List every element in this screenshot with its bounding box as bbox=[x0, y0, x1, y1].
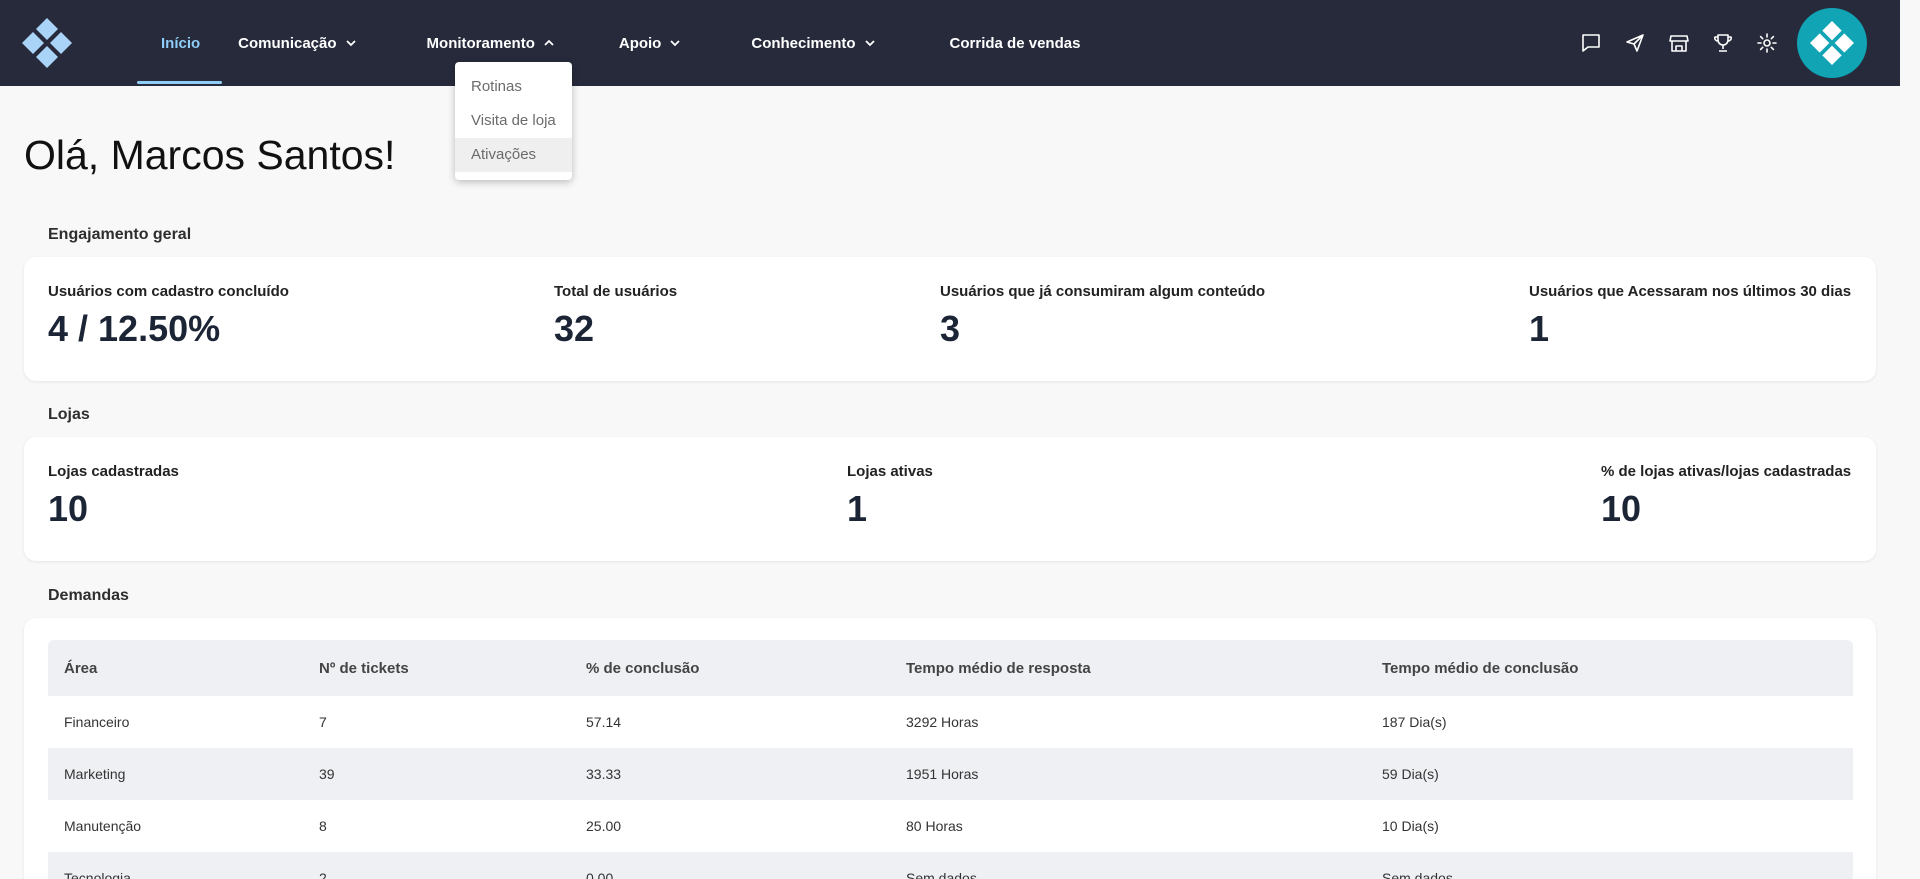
stat-consumiram-conteudo: Usuários que já consumiram algum conteúd… bbox=[940, 283, 1265, 350]
page-title: Olá, Marcos Santos! bbox=[24, 132, 396, 178]
dropdown-item-visita-de-loja[interactable]: Visita de loja bbox=[471, 112, 556, 129]
stat-label: Lojas cadastradas bbox=[48, 463, 179, 480]
stat-label: Total de usuários bbox=[554, 283, 678, 300]
nav-item-label: Corrida de vendas bbox=[949, 34, 1081, 52]
engajamento-card: Usuários com cadastro concluído 4 / 12.5… bbox=[24, 257, 1876, 381]
table-cell: 3292 Horas bbox=[906, 714, 979, 730]
stat-value: 32 bbox=[554, 308, 595, 349]
nav-item-corrida-de-vendas[interactable]: Corrida de vendas bbox=[902, 0, 1107, 86]
stat-acessaram-30-dias: Usuários que Acessaram nos últimos 30 di… bbox=[1529, 283, 1851, 350]
stat-label: Usuários que já consumiram algum conteúd… bbox=[940, 283, 1266, 300]
stat-label: Usuários com cadastro concluído bbox=[48, 283, 289, 300]
demandas-table-wrapper: Área Nº de tickets % de conclusão Tempo … bbox=[48, 640, 1853, 879]
table-cell: Tecnologia bbox=[48, 852, 303, 879]
nav-item-label: Monitoramento bbox=[426, 34, 535, 52]
table-cell: 0.00 bbox=[570, 852, 890, 879]
lojas-card: Lojas cadastradas 10 Lojas ativas 1 % de… bbox=[24, 437, 1876, 561]
trophy-icon[interactable] bbox=[1710, 30, 1736, 56]
stat-percentual-lojas-ativas: % de lojas ativas/lojas cadastradas 10 bbox=[1601, 463, 1851, 530]
dropdown-item-ativacoes[interactable]: Ativações bbox=[455, 138, 572, 172]
table-cell: 59 Dia(s) bbox=[1366, 748, 1853, 800]
table-cell: Marketing bbox=[48, 748, 303, 800]
section-title-lojas: Lojas bbox=[48, 406, 90, 423]
stat-value: 3 bbox=[940, 308, 961, 349]
stat-label: Usuários que Acessaram nos últimos 30 di… bbox=[1529, 283, 1852, 300]
column-header: Nº de tickets bbox=[303, 640, 570, 696]
chevron-down-icon bbox=[670, 40, 680, 47]
table-cell: 8 bbox=[319, 818, 327, 834]
table-cell: 25.00 bbox=[586, 818, 622, 834]
stat-total-usuarios: Total de usuários 32 bbox=[554, 283, 677, 350]
table-header-row: Área Nº de tickets % de conclusão Tempo … bbox=[48, 640, 1853, 696]
nav-item-label: Conhecimento bbox=[751, 34, 856, 52]
nav-item-monitoramento[interactable]: Monitoramento bbox=[383, 0, 581, 86]
gear-icon[interactable] bbox=[1754, 30, 1780, 56]
top-navigation-bar: Início Comunicação Monitoramento Apoio C… bbox=[0, 0, 1900, 86]
table-cell: 57.14 bbox=[586, 714, 622, 730]
table-cell: 39 bbox=[303, 748, 570, 800]
table-row: Manutenção 8 25.00 80 Horas 10 Dia(s) bbox=[48, 800, 1853, 852]
table-cell: Financeiro bbox=[64, 714, 130, 730]
table-cell: 7 bbox=[319, 714, 327, 730]
section-title-demandas: Demandas bbox=[48, 587, 129, 604]
stat-value: 1 bbox=[1529, 308, 1550, 349]
toolbar-icons bbox=[1578, 0, 1780, 86]
table-cell: 2 bbox=[303, 852, 570, 879]
stat-value: 10 bbox=[48, 488, 89, 529]
dropdown-item-rotinas[interactable]: Rotinas bbox=[471, 78, 522, 95]
send-icon[interactable] bbox=[1622, 30, 1648, 56]
stat-lojas-ativas: Lojas ativas 1 bbox=[847, 463, 933, 530]
stat-cadastro-concluido: Usuários com cadastro concluído 4 / 12.5… bbox=[48, 283, 289, 350]
logo-icon[interactable] bbox=[22, 18, 72, 68]
stat-lojas-cadastradas: Lojas cadastradas 10 bbox=[48, 463, 179, 530]
table-cell: Sem dados bbox=[890, 852, 1366, 879]
stat-value: 10 bbox=[1601, 488, 1642, 529]
chat-bubble-icon[interactable] bbox=[1578, 30, 1604, 56]
column-header: Área bbox=[48, 640, 303, 696]
stat-label: Lojas ativas bbox=[847, 463, 933, 480]
chevron-down-icon bbox=[864, 40, 875, 47]
stat-value: 4 / 12.50% bbox=[48, 308, 221, 349]
table-cell: 10 Dia(s) bbox=[1382, 818, 1439, 834]
table-row: Tecnologia 2 0.00 Sem dados Sem dados bbox=[48, 852, 1853, 879]
monitoramento-dropdown: Rotinas Visita de loja Ativações bbox=[455, 62, 572, 180]
avatar-logo-icon bbox=[1810, 21, 1854, 65]
table-cell: 80 Horas bbox=[906, 818, 963, 834]
table-cell: 33.33 bbox=[570, 748, 890, 800]
chevron-up-icon bbox=[544, 39, 554, 46]
nav-item-label: Início bbox=[161, 34, 201, 52]
column-header: Tempo médio de resposta bbox=[890, 640, 1366, 696]
nav-item-label: Apoio bbox=[618, 34, 662, 52]
stat-value: 1 bbox=[847, 488, 868, 529]
table-row: Financeiro 7 57.14 3292 Horas 187 Dia(s) bbox=[48, 696, 1853, 748]
main-nav: Início Comunicação Monitoramento Apoio C… bbox=[135, 0, 1106, 86]
nav-item-apoio[interactable]: Apoio bbox=[581, 0, 708, 86]
table-cell: Manutenção bbox=[64, 818, 142, 834]
table-cell: 187 Dia(s) bbox=[1382, 714, 1447, 730]
table-row: Marketing 39 33.33 1951 Horas 59 Dia(s) bbox=[48, 748, 1853, 800]
column-header: % de conclusão bbox=[570, 640, 890, 696]
avatar[interactable] bbox=[1797, 8, 1867, 78]
chevron-down-icon bbox=[345, 40, 356, 47]
nav-item-inicio[interactable]: Início bbox=[135, 0, 224, 86]
scrollbar-track[interactable] bbox=[1900, 0, 1920, 879]
table-cell: 1951 Horas bbox=[890, 748, 1366, 800]
nav-item-label: Comunicação bbox=[238, 34, 337, 52]
column-header: Tempo médio de conclusão bbox=[1366, 640, 1853, 696]
store-icon[interactable] bbox=[1666, 30, 1692, 56]
stat-label: % de lojas ativas/lojas cadastradas bbox=[1601, 463, 1852, 480]
nav-item-conhecimento[interactable]: Conhecimento bbox=[707, 0, 901, 86]
table-cell: Sem dados bbox=[1366, 852, 1853, 879]
section-title-engajamento: Engajamento geral bbox=[48, 226, 192, 243]
nav-item-comunicacao[interactable]: Comunicação bbox=[224, 0, 382, 86]
demandas-card: Área Nº de tickets % de conclusão Tempo … bbox=[24, 618, 1876, 879]
demandas-table: Área Nº de tickets % de conclusão Tempo … bbox=[48, 640, 1853, 879]
